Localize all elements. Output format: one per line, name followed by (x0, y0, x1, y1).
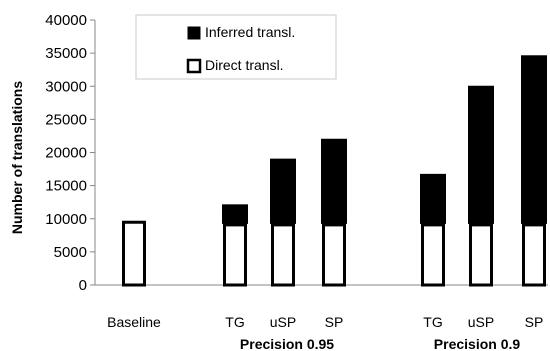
x-category-label: Baseline (107, 314, 161, 330)
bar-inferred-2 (270, 158, 296, 224)
bar-inferred-4 (420, 173, 446, 224)
x-category-label: TG (225, 314, 244, 330)
legend-swatch-inferred (187, 26, 201, 40)
y-tick-label: 25000 (45, 111, 87, 128)
bar-direct-0 (122, 220, 146, 287)
x-group-label: Precision 0.9 (434, 336, 521, 351)
legend-swatch-direct (186, 58, 202, 74)
bars (122, 55, 547, 287)
y-tick-label: 30000 (45, 78, 87, 95)
x-group-label: Precision 0.95 (240, 336, 334, 351)
x-category-label: uSP (270, 314, 296, 330)
y-tick-label: 20000 (45, 145, 87, 162)
y-tick-label: 35000 (45, 45, 87, 62)
legend-box (135, 14, 337, 80)
y-axis-title: Number of translations (9, 81, 25, 234)
y-tick-label: 0 (79, 277, 87, 294)
y-tick-label: 15000 (45, 178, 87, 195)
x-category-label: TG (423, 314, 442, 330)
bar-direct-6 (522, 223, 546, 287)
y-tick-label: 5000 (54, 244, 87, 261)
bar-inferred-1 (222, 204, 248, 224)
bar-inferred-3 (321, 138, 347, 224)
bar-inferred-5 (468, 85, 494, 224)
bar-direct-1 (223, 223, 247, 287)
bar-direct-2 (271, 223, 295, 287)
legend: Inferred transl. Direct transl. (135, 14, 337, 80)
x-category-label: uSP (468, 314, 494, 330)
labels: 0 5000 10000 15000 20000 25000 30000 35000 40000… (9, 12, 543, 351)
y-tick-label: 10000 (45, 211, 87, 228)
x-category-label: SP (325, 314, 344, 330)
legend-label-direct: Direct transl. (205, 57, 284, 73)
bar-direct-4 (421, 223, 445, 287)
bar-direct-5 (469, 223, 493, 287)
x-category-label: SP (525, 314, 544, 330)
y-tick-label: 40000 (45, 12, 87, 29)
bar-direct-3 (322, 223, 346, 287)
legend-label-inferred: Inferred transl. (205, 24, 295, 40)
bar-inferred-6 (521, 55, 547, 224)
